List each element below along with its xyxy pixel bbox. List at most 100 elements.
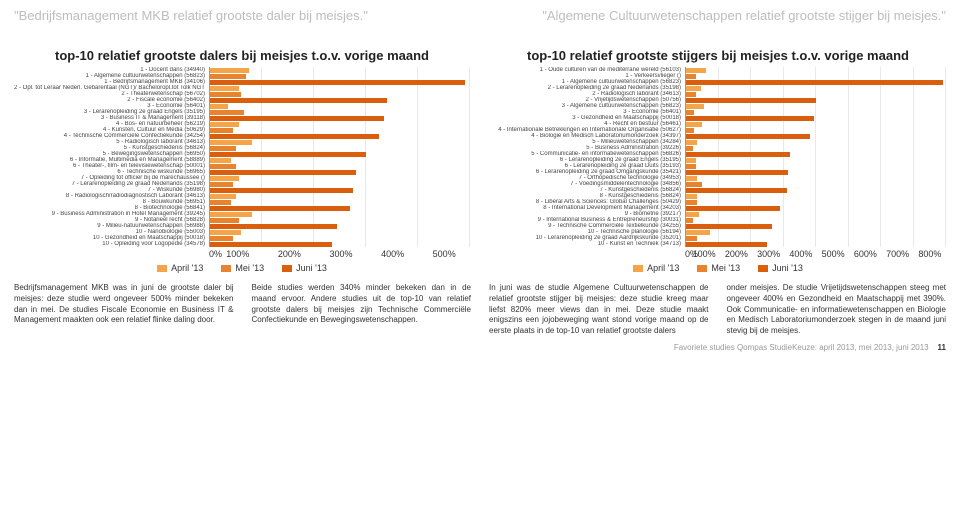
legend-label: April '13	[647, 263, 679, 273]
swatch-icon	[221, 265, 231, 272]
bar	[210, 152, 366, 157]
right-col: "Algemene Cultuurwetenschappen relatief …	[490, 8, 946, 273]
legend-item-mei: Mei '13	[697, 263, 740, 273]
bar	[210, 224, 337, 229]
bar	[210, 212, 252, 217]
legend-item-juni: Juni '13	[758, 263, 803, 273]
x-tick: 400%	[785, 249, 817, 259]
header-row: "Bedrijfsmanagement MKB relatief grootst…	[14, 8, 946, 273]
bar	[686, 188, 787, 193]
legend-item-mei: Mei '13	[221, 263, 264, 273]
bar	[686, 92, 696, 97]
x-tick: 300%	[315, 249, 367, 259]
right-chart: 1 - Oude culturen van de mediterrane wer…	[490, 67, 946, 247]
page-number: 11	[938, 343, 946, 352]
bar	[686, 146, 693, 151]
left-subtitle: top-10 relatief grootste dalers bij meis…	[14, 48, 470, 63]
page: "Bedrijfsmanagement MKB relatief grootst…	[0, 0, 960, 512]
bar	[210, 164, 236, 169]
bar	[210, 68, 249, 73]
bar	[210, 170, 356, 175]
bar	[686, 182, 702, 187]
bar	[210, 110, 244, 115]
bar	[686, 194, 697, 199]
x-tick: 300%	[753, 249, 785, 259]
right-quote: "Algemene Cultuurwetenschappen relatief …	[490, 8, 946, 42]
bar	[686, 206, 780, 211]
bar	[686, 218, 693, 223]
bar	[686, 212, 699, 217]
para-3: In juni was de studie Algemene Cultuurwe…	[489, 283, 709, 337]
bar	[210, 146, 236, 151]
x-tick: 100%	[688, 249, 720, 259]
bar	[210, 86, 239, 91]
category-label: 10 - Kunst en Techniek (34713)	[490, 241, 681, 247]
left-labels: 1 - Docent dans (34940)1 - Algemene cult…	[14, 67, 209, 247]
left-xaxis: 0%100%200%300%400%500%	[209, 249, 470, 259]
bar	[686, 104, 704, 109]
footer-right: Favoriete studies Qompas StudieKeuze: ap…	[674, 343, 946, 352]
bar	[686, 98, 816, 103]
bar	[210, 188, 353, 193]
bar	[686, 110, 694, 115]
x-tick: 700%	[882, 249, 914, 259]
bar	[686, 80, 943, 85]
bar	[210, 206, 350, 211]
x-tick: 200%	[720, 249, 752, 259]
para-4: onder meisjes. De studie Vrijetijdsweten…	[727, 283, 947, 337]
bar	[210, 98, 387, 103]
right-labels: 1 - Oude culturen van de mediterrane wer…	[490, 67, 685, 247]
body-text: Bedrijfsmanagement MKB was in juni de gr…	[14, 283, 946, 337]
bar	[210, 182, 233, 187]
footer: Favoriete studies Qompas StudieKeuze: ap…	[14, 343, 946, 352]
left-bars-wrap	[209, 67, 470, 247]
left-legend: April '13 Mei '13 Juni '13	[14, 263, 470, 273]
bar	[686, 116, 814, 121]
bar	[686, 134, 810, 139]
bar	[210, 218, 239, 223]
left-bars	[210, 67, 470, 247]
bar	[210, 200, 231, 205]
para-1: Bedrijfsmanagement MKB was in juni de gr…	[14, 283, 234, 337]
bar	[210, 158, 231, 163]
bar	[210, 128, 233, 133]
bar	[686, 236, 697, 241]
legend-item-april: April '13	[157, 263, 203, 273]
bar	[686, 164, 696, 169]
bar	[210, 80, 465, 85]
legend-label: April '13	[171, 263, 203, 273]
x-tick: 100%	[212, 249, 264, 259]
bar	[686, 158, 696, 163]
legend-label: Juni '13	[296, 263, 327, 273]
category-label: 10 - Opleiding voor Logopedie (34578)	[14, 241, 205, 247]
bar	[210, 236, 233, 241]
bar	[210, 116, 384, 121]
legend-item-juni: Juni '13	[282, 263, 327, 273]
x-tick: 200%	[264, 249, 316, 259]
swatch-icon	[758, 265, 768, 272]
bar	[686, 152, 790, 157]
bar	[210, 242, 332, 247]
x-tick: 800%	[914, 249, 946, 259]
bar	[686, 224, 772, 229]
left-col: "Bedrijfsmanagement MKB relatief grootst…	[14, 8, 470, 273]
right-xaxis: 0%100%200%300%400%500%600%700%800%	[685, 249, 946, 259]
x-tick: 500%	[817, 249, 849, 259]
bar	[210, 140, 252, 145]
bar	[686, 170, 788, 175]
bar	[210, 74, 246, 79]
bar	[210, 92, 241, 97]
para-2: Beide studies werden 340% minder bekeken…	[252, 283, 472, 337]
bar	[686, 200, 697, 205]
bar	[686, 128, 694, 133]
x-tick: 400%	[367, 249, 419, 259]
bar	[210, 176, 239, 181]
bar	[686, 230, 710, 235]
right-bars-wrap	[685, 67, 946, 247]
left-chart: 1 - Docent dans (34940)1 - Algemene cult…	[14, 67, 470, 247]
left-quote: "Bedrijfsmanagement MKB relatief grootst…	[14, 8, 470, 42]
legend-label: Mei '13	[711, 263, 740, 273]
swatch-icon	[633, 265, 643, 272]
bar	[210, 194, 236, 199]
x-tick: 600%	[849, 249, 881, 259]
